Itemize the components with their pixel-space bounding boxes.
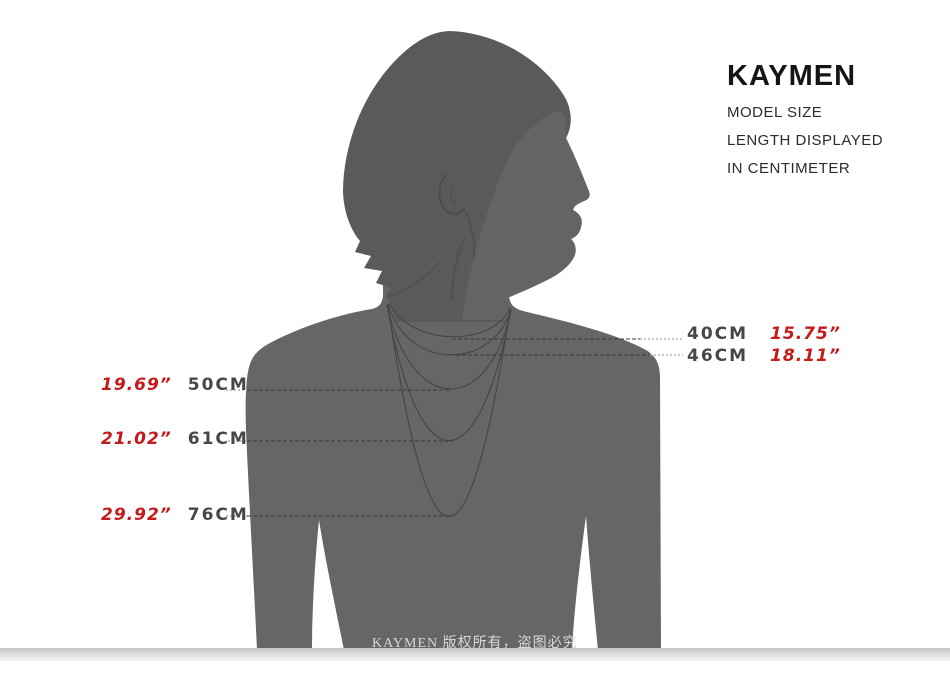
left-armpit-gap — [312, 520, 344, 650]
measurement-row-61cm: 21.02” 61CM — [101, 429, 249, 449]
silhouette-face — [462, 111, 590, 320]
silhouette-body — [245, 250, 661, 650]
inch-label-76: 29.92” — [101, 505, 172, 525]
cm-label-40: 40CM — [687, 324, 749, 344]
ear-outline-detail — [438, 173, 465, 215]
measurement-row-46cm: 46CM 18.11” — [687, 346, 841, 366]
brand-subtitle-model-size: MODEL SIZE — [727, 104, 823, 121]
inch-label-46: 18.11” — [770, 346, 841, 366]
necklace-chain-61cm — [386, 304, 512, 441]
neck-shadow-detail — [450, 237, 466, 301]
necklace-chain-50cm — [386, 304, 512, 390]
necklace-chain-40cm — [388, 302, 511, 338]
brand-subtitle-length-displayed: LENGTH DISPLAYED — [727, 132, 884, 149]
cm-label-46: 46CM — [687, 346, 749, 366]
measurement-row-40cm: 40CM 15.75” — [687, 324, 841, 344]
inch-label-61: 21.02” — [101, 429, 172, 449]
hair-edge-detail — [387, 261, 441, 297]
brand-subtitle-in-centimeter: IN CENTIMETER — [727, 160, 851, 177]
right-armpit-gap — [572, 516, 598, 650]
measurement-row-50cm: 19.69” 50CM — [101, 375, 249, 395]
necklace-chain-46cm — [387, 303, 512, 356]
cm-label-50: 50CM — [187, 375, 249, 395]
inch-label-50: 19.69” — [101, 375, 172, 395]
cm-label-61: 61CM — [187, 429, 249, 449]
inch-label-40: 15.75” — [770, 324, 841, 344]
jaw-shadow-detail — [464, 211, 476, 259]
cm-label-76: 76CM — [187, 505, 249, 525]
measurement-row-76cm: 29.92” 76CM — [101, 505, 249, 525]
photo-bottom-edge — [0, 648, 950, 661]
copyright-watermark: KAYMEN 版权所有，盗图必究 — [372, 636, 578, 651]
brand-block: KAYMEN MODEL SIZE LENGTH DISPLAYED IN CE… — [727, 60, 927, 177]
brand-name: KAYMEN — [727, 60, 857, 92]
ear-inner-detail — [449, 183, 457, 206]
